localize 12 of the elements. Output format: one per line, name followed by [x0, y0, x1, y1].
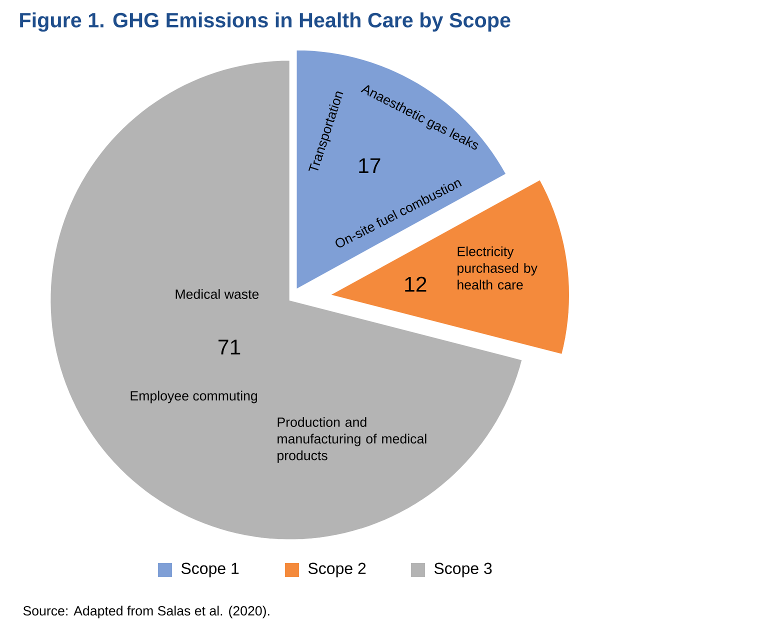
text: Medical waste: [176, 289, 259, 299]
legend-label: Scope 2: [308, 562, 366, 578]
data-label: 71: [218, 340, 240, 354]
data-label: 17: [359, 158, 380, 174]
data-label: 12: [405, 276, 426, 292]
text: Production and manufacturing of medical products: [278, 417, 426, 463]
text: Electricity purchased by health care: [458, 246, 538, 290]
legend-label: Scope 3: [434, 562, 492, 578]
legend-label: Scope 1: [181, 562, 239, 578]
chart-title: Figure 1. GHG Emissions in Health Care by Scope: [20, 12, 510, 32]
text: Employee commuting: [130, 390, 258, 404]
source-note: Source: Adapted from Salas et al. (2020).: [23, 606, 270, 618]
